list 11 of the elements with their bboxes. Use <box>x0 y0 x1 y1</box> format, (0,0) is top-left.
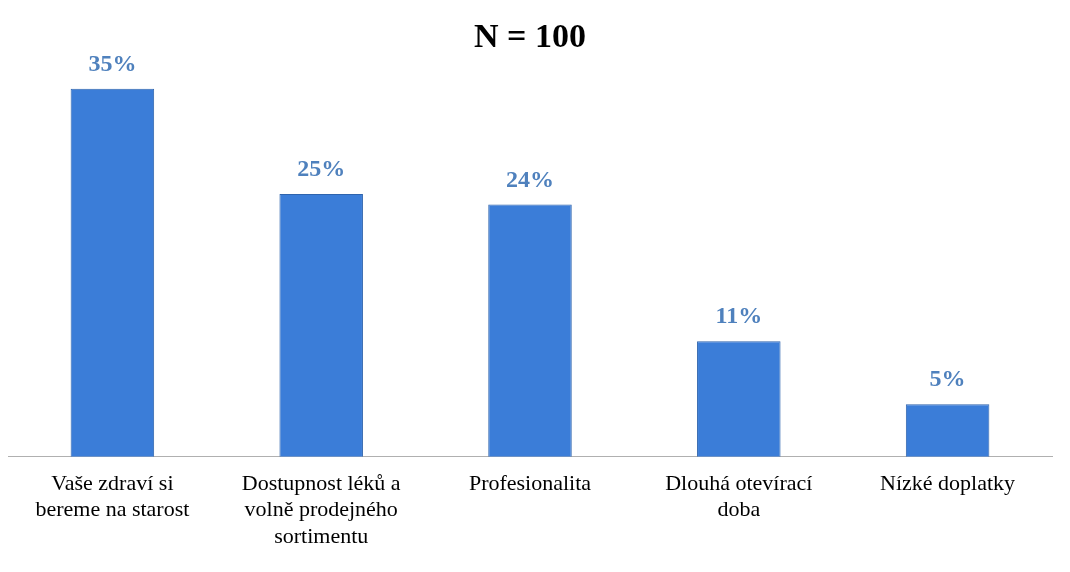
data-label: 24% <box>506 165 554 192</box>
x-tick-label: Vaše zdraví si bereme na starost <box>35 469 190 522</box>
data-label: 5% <box>929 365 966 392</box>
data-label: 35% <box>88 50 137 76</box>
x-tick-label: Profesionalita <box>468 469 592 495</box>
chart-title: N = 100 <box>474 17 586 55</box>
x-tick-label: Nízké doplatky <box>880 469 1016 495</box>
data-label: 25% <box>297 155 346 182</box>
x-tick-label: Dlouhá otevírací doba <box>665 469 813 522</box>
data-label: 11% <box>715 302 763 329</box>
x-tick-label: Dostupnost léků a volně prodejného sortimentu <box>241 469 401 548</box>
